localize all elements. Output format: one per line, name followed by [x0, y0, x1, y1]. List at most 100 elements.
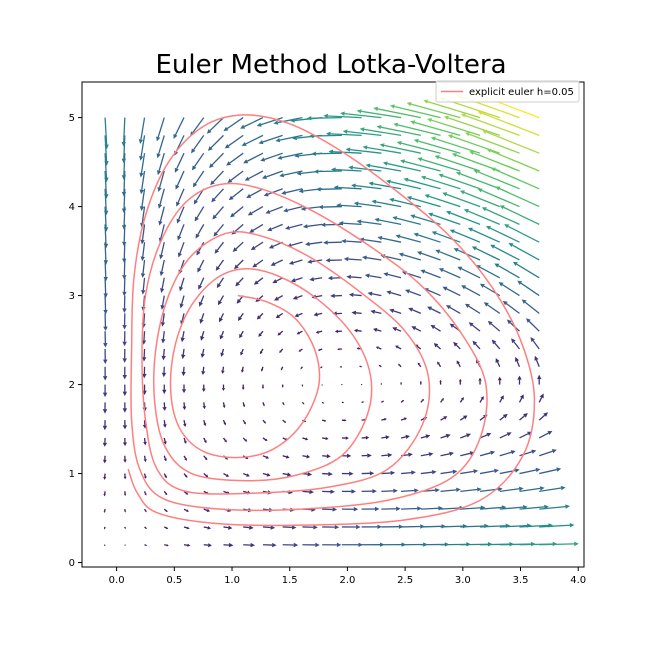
- vector-arrowhead: [445, 305, 451, 310]
- vector-arrowhead: [323, 402, 325, 404]
- vector-arrowhead: [438, 268, 444, 273]
- vector-arrowhead: [457, 266, 463, 271]
- vector-arrow: [262, 437, 266, 441]
- vector-arrowhead: [539, 393, 544, 399]
- vector-arrowhead: [104, 161, 109, 166]
- vector-arrowhead: [122, 442, 127, 447]
- series-line: [127, 114, 536, 527]
- vector-arrowhead: [420, 175, 426, 180]
- vector-arrowhead: [140, 239, 145, 245]
- vector-arrowhead: [370, 309, 376, 315]
- vector-arrowhead: [197, 267, 202, 273]
- vector-arrowhead: [260, 157, 266, 162]
- vector-arrow: [481, 112, 540, 137]
- vector-arrow: [432, 214, 461, 225]
- vector-arrowhead: [417, 362, 421, 366]
- vector-arrowhead: [122, 391, 128, 397]
- vector-arrowhead: [173, 133, 178, 139]
- vector-arrowhead: [374, 217, 380, 223]
- vector-arrowhead: [351, 489, 356, 494]
- vector-arrow: [400, 418, 405, 421]
- vector-arrow: [279, 134, 303, 141]
- vector-arrowhead: [398, 363, 401, 366]
- vector-arrowhead: [320, 222, 326, 228]
- vector-arrowhead: [383, 272, 389, 277]
- vector-arrow: [387, 162, 421, 172]
- vector-arrowhead: [309, 276, 315, 282]
- vector-arrowhead: [321, 385, 323, 386]
- vector-arrowhead: [390, 470, 396, 476]
- vector-arrow: [471, 324, 481, 332]
- vector-arrowhead: [398, 252, 404, 257]
- vector-arrow: [302, 437, 306, 440]
- vector-arrowhead: [162, 389, 167, 395]
- vector-arrowhead: [485, 226, 491, 231]
- vector-arrowhead: [421, 398, 424, 402]
- vector-arrowhead: [460, 397, 464, 401]
- vector-arrowhead: [247, 211, 253, 216]
- vector-arrowhead: [159, 254, 164, 260]
- vector-arrow: [399, 235, 421, 243]
- vector-arrow: [217, 259, 225, 268]
- vector-arrowhead: [221, 370, 225, 374]
- vector-arrowhead: [510, 450, 516, 455]
- vector-arrowhead: [502, 300, 508, 306]
- vector-arrowhead: [184, 475, 188, 478]
- vector-arrowhead: [376, 124, 382, 130]
- vector-arrowhead: [336, 203, 341, 208]
- vector-arrowhead: [318, 204, 324, 210]
- vector-arrowhead: [122, 258, 127, 264]
- vector-arrow: [344, 113, 382, 119]
- vector-arrowhead: [296, 171, 302, 176]
- vector-arrowhead: [206, 128, 212, 134]
- vector-arrowhead: [377, 524, 383, 530]
- vector-arrow: [378, 219, 402, 226]
- vector-arrowhead: [212, 214, 217, 220]
- vector-arrow: [449, 306, 461, 314]
- vector-arrowhead: [358, 542, 363, 547]
- vector-arrowhead: [403, 417, 408, 421]
- vector-arrow: [321, 401, 324, 404]
- vector-arrowhead: [487, 320, 493, 326]
- vector-arrowhead: [241, 387, 245, 390]
- y-tick-label: 1: [69, 469, 75, 480]
- vector-arrow: [481, 189, 520, 208]
- vector-arrowhead: [504, 224, 510, 229]
- vector-arrowhead: [348, 292, 354, 298]
- vector-arrowhead: [482, 129, 488, 134]
- vector-arrow: [499, 506, 524, 510]
- vector-arrow: [278, 312, 284, 317]
- vector-arrowhead: [272, 279, 278, 284]
- vector-arrowhead: [204, 457, 208, 461]
- vector-arrow: [487, 304, 501, 314]
- vector-arrowhead: [473, 469, 479, 474]
- x-tick-label: 2.5: [397, 575, 413, 586]
- vector-arrow: [103, 526, 106, 529]
- vector-arrowhead: [281, 190, 287, 195]
- vector-arrowhead: [292, 135, 297, 141]
- vector-arrowhead: [156, 170, 162, 176]
- vector-arrowhead: [389, 308, 395, 313]
- vector-arrow: [321, 419, 325, 422]
- vector-arrow: [203, 419, 206, 424]
- vector-arrow: [104, 206, 107, 228]
- vector-arrowhead: [377, 235, 383, 241]
- vector-arrowhead: [451, 153, 457, 158]
- vector-arrow: [479, 470, 495, 475]
- vector-arrowhead: [459, 190, 465, 195]
- vector-arrowhead: [491, 339, 497, 345]
- vector-arrow: [417, 140, 461, 154]
- vector-arrowhead: [210, 180, 215, 186]
- vector-arrowhead: [486, 432, 492, 437]
- vector-arrow: [420, 525, 442, 528]
- vector-arrow: [425, 177, 461, 190]
- vector-arrow: [282, 472, 288, 476]
- vector-arrowhead: [183, 440, 187, 444]
- vector-arrowhead: [502, 413, 508, 419]
- vector-arrowhead: [203, 440, 207, 444]
- vector-arrow: [330, 133, 362, 137]
- vector-arrowhead: [163, 441, 167, 445]
- vector-arrowhead: [195, 233, 200, 239]
- vector-arrow: [371, 293, 382, 297]
- vector-arrowhead: [430, 136, 436, 141]
